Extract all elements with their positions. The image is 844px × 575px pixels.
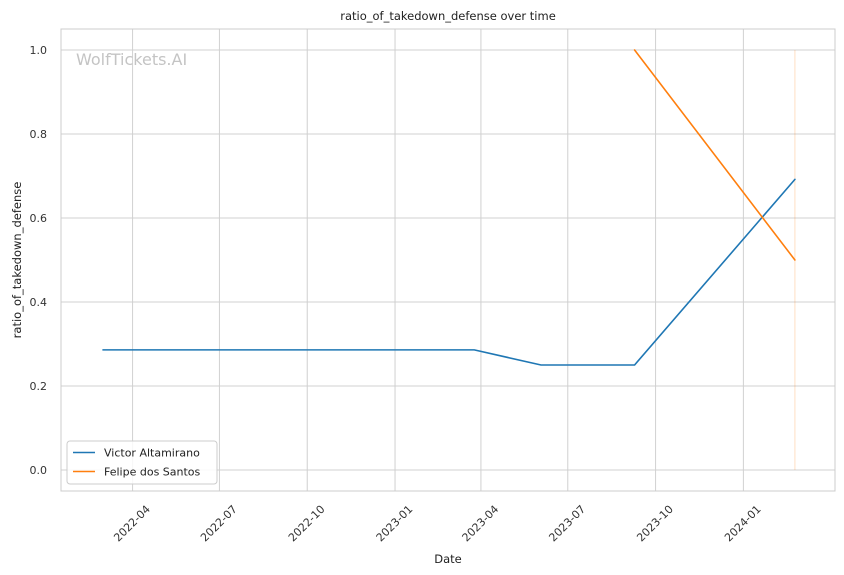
x-tick-label: 2023-04 <box>460 503 502 545</box>
y-tick-label: 0.4 <box>30 296 48 309</box>
series-line-felipe-dos-santos <box>633 49 796 261</box>
x-tick-label: 2022-10 <box>286 503 328 545</box>
series-line-victor-altamirano <box>102 178 796 366</box>
x-axis-title: Date <box>434 552 462 566</box>
legend-box <box>66 440 218 485</box>
plot-frame <box>60 28 836 492</box>
y-tick-label: 0.0 <box>30 464 48 477</box>
x-axis-ticks: 2022-04 2022-07 2022-10 2023-01 2023-04 2023-… <box>111 503 763 545</box>
y-tick-label: 0.6 <box>30 212 48 225</box>
legend-label-felipe-dos-santos: Felipe dos Santos <box>104 466 201 479</box>
grid <box>61 29 835 491</box>
x-tick-label: 2024-01 <box>722 503 764 545</box>
x-tick-label: 2023-10 <box>634 503 676 545</box>
x-tick-label: 2023-01 <box>374 503 416 545</box>
chart-title: ratio_of_takedown_defense over time <box>340 9 556 23</box>
y-tick-label: 0.8 <box>30 128 48 141</box>
legend-label-victor-altamirano: Victor Altamirano <box>104 447 200 460</box>
y-tick-label: 1.0 <box>30 44 48 57</box>
watermark: WolfTickets.AI <box>76 50 187 69</box>
legend: Victor Altamirano Felipe dos Santos <box>66 440 218 485</box>
y-axis-ticks: 0.0 0.2 0.4 0.6 0.8 1.0 <box>30 44 48 477</box>
series-lines <box>102 49 796 366</box>
legend-items: Victor Altamirano Felipe dos Santos <box>73 447 201 479</box>
x-tick-label: 2022-07 <box>198 503 240 545</box>
y-axis-title: ratio_of_takedown_defense <box>10 182 24 339</box>
x-tick-label: 2023-07 <box>546 503 588 545</box>
x-tick-label: 2022-04 <box>111 503 153 545</box>
y-tick-label: 0.2 <box>30 380 48 393</box>
